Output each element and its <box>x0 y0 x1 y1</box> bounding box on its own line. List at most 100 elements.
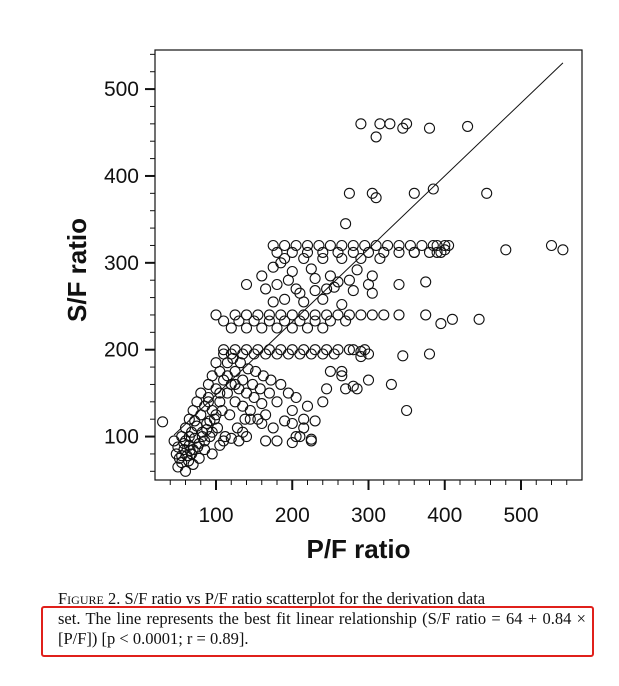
data-point <box>248 391 260 404</box>
y-tick-label: 300 <box>104 252 139 275</box>
caption-highlight-box <box>41 606 594 657</box>
data-point <box>271 435 283 447</box>
data-point <box>218 315 230 327</box>
data-point <box>204 415 216 427</box>
x-axis-title: P/F ratio <box>306 534 410 564</box>
data-point <box>481 187 493 199</box>
data-point <box>435 246 447 258</box>
data-point <box>206 370 218 382</box>
data-point <box>256 417 268 430</box>
data-point <box>340 315 352 327</box>
caption-line-1: S/F ratio vs P/F ratio scatterplot for t… <box>120 589 486 608</box>
data-point <box>397 122 409 134</box>
data-point <box>256 398 268 410</box>
data-point <box>431 246 443 258</box>
data-point <box>309 415 321 427</box>
data-point <box>355 351 367 363</box>
data-point <box>443 239 455 252</box>
data-point <box>401 118 413 130</box>
data-point <box>260 348 272 360</box>
data-point <box>423 348 436 360</box>
data-point <box>263 309 275 321</box>
data-point <box>210 383 222 395</box>
data-point <box>247 378 259 390</box>
data-point <box>214 439 226 451</box>
data-point <box>347 285 359 297</box>
data-point <box>229 396 241 408</box>
data-point <box>267 296 279 308</box>
data-point <box>192 441 204 453</box>
caption-label: Figure 2. <box>58 589 121 608</box>
y-tick-label: 200 <box>104 339 139 362</box>
data-point <box>370 239 382 252</box>
data-point <box>195 387 207 399</box>
data-point <box>172 461 184 473</box>
data-point <box>214 387 226 399</box>
data-point <box>206 426 218 438</box>
data-point <box>279 415 291 427</box>
data-point <box>324 270 336 282</box>
data-point <box>431 239 443 252</box>
data-point <box>378 309 390 321</box>
data-point <box>446 313 458 325</box>
data-point <box>267 261 279 273</box>
data-point <box>359 239 371 252</box>
data-point <box>408 187 420 199</box>
data-point <box>384 118 396 130</box>
data-point <box>340 383 352 395</box>
data-point <box>275 257 287 269</box>
data-point <box>237 348 249 360</box>
data-point <box>301 246 314 258</box>
data-point <box>305 433 317 445</box>
fit-line <box>173 62 564 436</box>
data-point <box>263 344 275 356</box>
data-point <box>462 120 474 132</box>
data-point <box>473 313 485 325</box>
data-point <box>366 270 378 282</box>
data-point <box>404 239 416 252</box>
data-point <box>271 348 283 360</box>
data-point <box>282 387 294 399</box>
data-point <box>500 244 512 256</box>
data-point <box>416 239 428 252</box>
data-point <box>290 391 302 404</box>
data-point <box>408 246 420 258</box>
data-point <box>298 252 310 265</box>
data-point <box>427 239 439 252</box>
data-point <box>260 435 272 447</box>
data-point <box>324 239 336 252</box>
data-point <box>267 239 279 252</box>
data-point <box>321 283 333 295</box>
data-point <box>279 239 291 252</box>
data-point <box>282 274 294 286</box>
data-point <box>286 309 298 321</box>
data-point <box>237 374 249 386</box>
data-point <box>374 252 386 265</box>
data-point <box>234 357 246 369</box>
data-point <box>301 239 314 252</box>
data-point <box>305 348 317 360</box>
data-point <box>183 431 195 443</box>
data-point <box>248 348 260 360</box>
data-point <box>393 278 405 291</box>
data-point <box>423 246 436 258</box>
data-point <box>336 370 348 382</box>
data-point <box>178 437 190 450</box>
data-point <box>290 431 302 443</box>
data-point <box>355 118 367 130</box>
data-point <box>225 348 237 360</box>
data-point <box>321 309 333 321</box>
data-point <box>355 252 367 265</box>
data-point <box>240 309 253 321</box>
caption-body: set. The line represents the best fit li… <box>58 609 586 648</box>
data-point <box>244 404 256 417</box>
data-point <box>298 413 310 425</box>
data-point <box>229 378 241 390</box>
data-point <box>374 118 386 130</box>
data-point <box>218 435 230 447</box>
data-point <box>343 274 355 286</box>
data-point <box>240 431 253 443</box>
data-point <box>275 378 287 390</box>
data-point <box>256 270 268 282</box>
data-point <box>439 239 451 252</box>
